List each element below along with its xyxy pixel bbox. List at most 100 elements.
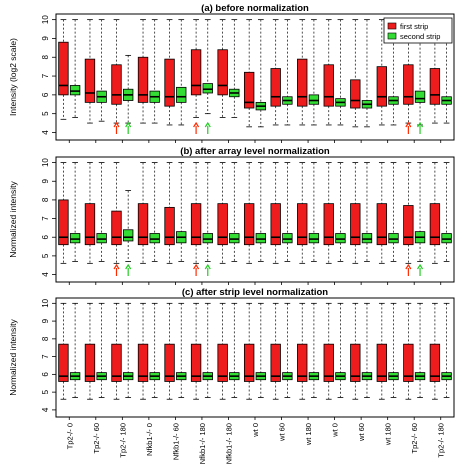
arrow-head [193,263,200,270]
box-body [376,343,388,382]
y-tick-label: 5 [41,111,50,116]
y-tick-label: 10 [41,15,50,24]
outlier-arrow [125,121,132,134]
box-first-strip [164,302,175,400]
box-body [84,58,96,103]
box-body [202,83,213,94]
box-body [376,66,388,107]
box-second-strip [335,302,346,398]
x-tick-label: wt 180 [384,423,393,446]
box-body [111,343,122,382]
y-tick-label: 7 [41,354,50,359]
panel-title: (c) after strip level normalization [182,287,328,298]
outlier-arrow [417,121,424,134]
box-second-strip [229,162,240,262]
y-tick-label: 4 [41,272,50,277]
box-body [323,203,334,246]
box-second-strip [308,302,320,398]
box-first-strip [323,19,334,126]
outlier-arrow [113,263,120,276]
outlier-arrow [193,263,200,276]
x-tick-label: Tp2-/- 180 [118,423,127,458]
box-body [149,233,160,244]
box-body [69,233,81,244]
box-first-strip [297,19,308,126]
box-body [403,205,414,246]
x-tick-label: Nfkb1-/- 60 [171,423,180,460]
x-tick-label: Nfkb1-/- 180 [198,423,207,464]
box-body [190,343,202,382]
x-tick-label: Tp2-/- 60 [92,423,101,453]
box-first-strip [137,162,149,264]
box-body [243,343,255,382]
box-body [270,68,281,107]
box-body [350,79,361,109]
y-tick-label: 5 [41,253,50,258]
x-tick-label: wt 0 [251,423,260,438]
box-body [137,56,149,103]
legend-swatch-first-strip [387,22,397,30]
box-body [84,343,96,382]
box-body [270,203,281,246]
box-body [96,233,107,244]
box-first-strip [429,302,441,400]
box-first-strip [323,302,334,400]
panel-title: (b) after array level normalization [180,146,330,157]
box-body [190,49,202,96]
y-tick-label: 5 [41,389,50,394]
box-body [58,343,69,382]
box-body [176,86,187,103]
box-body [441,233,452,244]
box-first-strip [190,19,202,118]
x-tick-label: Nfkb1-/- 0 [145,423,154,456]
box-body [429,203,441,246]
box-body [308,94,320,105]
box-second-strip [414,302,426,398]
arrow-head [193,121,200,128]
box-body [137,203,149,246]
x-tick-label: Nfkb1-/- 180 [224,423,233,464]
box-second-strip [282,162,293,262]
box-second-strip [202,162,213,262]
arrow-head [125,121,132,128]
box-body [335,233,346,244]
box-second-strip [96,302,107,398]
box-first-strip [111,302,122,400]
outlier-arrow [125,263,132,276]
box-second-strip [441,162,452,262]
arrow-head [405,121,412,128]
x-tick-label: Tp2-/- 0 [65,423,74,449]
box-first-strip [350,302,361,400]
box-body [361,233,373,244]
box-body [350,343,361,382]
y-tick-label: 6 [41,372,50,377]
arrow-head [125,263,132,270]
box-first-strip [429,162,441,264]
y-tick-label: 10 [41,298,50,307]
box-first-strip [58,19,69,120]
box-body [58,41,69,96]
box-second-strip [176,162,187,262]
box-body [243,71,255,109]
x-tick-label: wt 0 [331,423,340,438]
box-second-strip [335,19,346,126]
x-tick-label: Tp2-/- 180 [437,423,446,458]
box-second-strip [202,302,213,398]
panel-0: (a) before normalization Intensity (log2 … [8,3,455,143]
x-tick-label: Tp2-/- 60 [410,423,419,453]
box-second-strip [335,162,346,262]
outlier-arrow [113,121,120,134]
box-second-strip [96,19,107,122]
outlier-arrow [204,263,211,276]
box-body [137,343,149,382]
outlier-arrow [204,121,211,134]
box-body [164,343,175,382]
box-body [202,233,213,244]
box-second-strip [229,19,240,118]
y-axis-label: Intensity (log2 scale) [8,38,18,116]
box-body [84,203,96,246]
box-second-strip [176,19,187,126]
box-second-strip [388,162,399,262]
box-first-strip [111,162,122,264]
legend-label: second strip [400,32,440,41]
